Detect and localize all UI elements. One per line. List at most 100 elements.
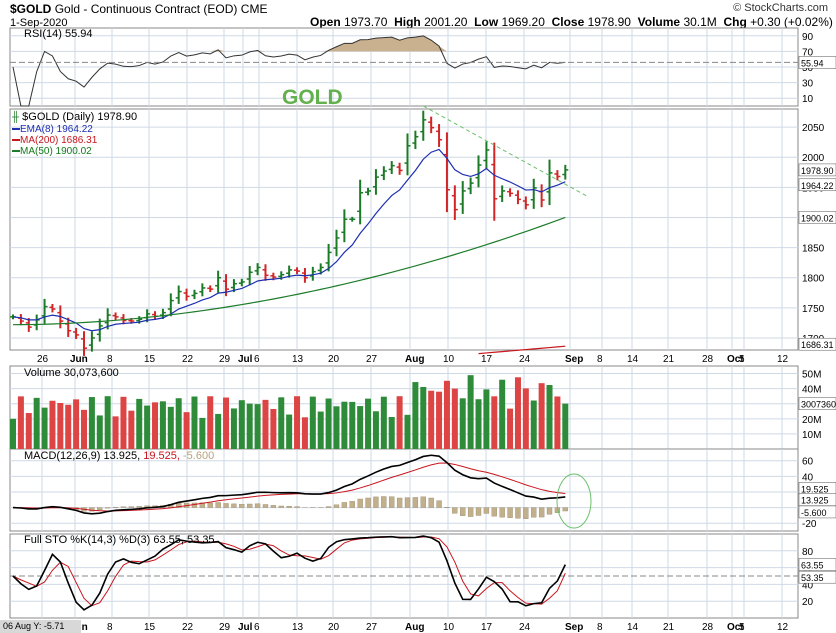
x-label: 20 xyxy=(328,622,340,633)
rsi-overbought-fill xyxy=(13,35,566,52)
volume-bar xyxy=(191,396,198,449)
volume-bar xyxy=(538,383,545,449)
price-legend: ╫ $GOLD (Daily) 1978.90 xyxy=(12,111,138,123)
volume-bar xyxy=(25,413,32,449)
x-label: 22 xyxy=(182,354,194,365)
volume-bar xyxy=(33,397,40,449)
volume-bar xyxy=(17,396,24,449)
x-label: 29 xyxy=(219,354,231,365)
x-label: 27 xyxy=(366,354,378,365)
macd-histogram-bar xyxy=(475,507,482,516)
macd-signal-line xyxy=(12,462,566,512)
macd-histogram-bar xyxy=(531,507,537,518)
x-label: 10 xyxy=(443,622,455,633)
volume-bar xyxy=(491,396,498,449)
chart-header: $GOLD Gold - Continuous Contract (EOD) C… xyxy=(10,2,267,16)
macd-histogram-bar xyxy=(467,507,474,517)
macd-histogram-bar xyxy=(341,502,348,508)
x-label: 8 xyxy=(597,622,603,633)
volume-bar xyxy=(420,386,427,449)
rsi-line xyxy=(12,35,566,107)
volume-bar xyxy=(317,411,324,449)
macd-histogram-bar xyxy=(538,507,545,518)
macd-histogram-bar xyxy=(97,507,103,511)
macd-histogram-bar xyxy=(128,506,135,508)
volume-bar xyxy=(10,418,16,449)
ma200-line xyxy=(478,345,566,355)
volume-bar xyxy=(507,408,514,449)
macd-histogram-bar xyxy=(389,496,395,508)
volume-bar xyxy=(57,402,64,449)
ma200-swatch xyxy=(12,139,20,142)
rsi-tag: 55.94 xyxy=(801,58,824,68)
volume-bar xyxy=(167,406,174,449)
volume-bar xyxy=(183,412,190,449)
macd-histogram-bar xyxy=(404,497,411,508)
macd-histogram-bar xyxy=(254,503,261,508)
macd-tick: 60 xyxy=(802,457,814,468)
x-label: 22 xyxy=(182,622,194,633)
x-label: 13 xyxy=(292,622,304,633)
trendline xyxy=(423,105,588,197)
volume-bar xyxy=(88,397,95,449)
x-label: Jun xyxy=(70,354,88,365)
volume-tag-bg xyxy=(798,397,836,410)
volume-bar xyxy=(499,379,506,449)
volume-bar xyxy=(238,400,245,449)
x-label: 15 xyxy=(144,354,156,365)
macd-histogram-bar xyxy=(436,500,442,508)
volume-bar xyxy=(396,396,403,449)
volume-bar xyxy=(341,401,348,449)
ma50-swatch xyxy=(12,150,20,153)
volume-bar xyxy=(230,408,237,449)
volume-bar xyxy=(65,404,72,449)
macd-histogram-bar xyxy=(120,506,127,508)
x-label: Jul xyxy=(238,354,253,365)
volume-bar xyxy=(262,399,269,449)
volume-bar xyxy=(286,414,293,449)
price-tick: 2050 xyxy=(802,123,825,134)
rsi-legend: RSI(14) 55.94 xyxy=(24,28,93,40)
volume-bar xyxy=(309,396,316,449)
macd-histogram-bar xyxy=(562,507,568,512)
sto-d-tag-bg xyxy=(798,570,836,584)
x-label: 24 xyxy=(519,354,531,365)
sto-d-tag: 53.35 xyxy=(801,573,824,583)
macd-histogram-bar xyxy=(499,507,505,518)
rsi-tick: 30 xyxy=(802,79,814,90)
x-label: 21 xyxy=(663,622,675,633)
x-label: Jul xyxy=(238,622,253,633)
macd-histogram-bar xyxy=(333,504,340,508)
macd-histogram-bar xyxy=(412,497,419,508)
ma50-legend: MA(50) 1900.02 xyxy=(12,146,92,157)
volume-tick: 50M xyxy=(802,370,821,381)
macd-histogram-bar xyxy=(223,503,229,508)
exchange: CME xyxy=(240,2,268,16)
macd-histogram-bar xyxy=(420,496,426,508)
volume-bar xyxy=(333,406,340,449)
sto-k-line xyxy=(12,535,567,611)
macd-histogram-bar xyxy=(373,496,379,508)
x-label: 27 xyxy=(366,622,378,633)
volume-bar xyxy=(451,388,458,449)
x-label: 14 xyxy=(627,354,639,365)
volume-bar xyxy=(41,407,48,449)
rsi-tick: 90 xyxy=(802,32,814,43)
volume-bar xyxy=(175,398,182,449)
instrument-name: Gold - Continuous Contract (EOD) xyxy=(54,2,238,16)
volume-tick: 40M xyxy=(802,385,821,396)
volume-bar xyxy=(388,416,395,449)
panel-price xyxy=(9,108,799,351)
x-label: 26 xyxy=(37,354,49,365)
macd-histogram-bar xyxy=(286,506,292,508)
x-label: 5 xyxy=(739,354,745,365)
sto-tick: 80 xyxy=(802,547,814,558)
price-tick: 1850 xyxy=(802,244,825,255)
ma200-legend: MA(200) 1686.31 xyxy=(12,135,97,146)
crosshair-status: 06 Aug Y: -5.71 xyxy=(0,620,81,633)
macd-histogram-bar xyxy=(546,507,553,515)
volume-bar xyxy=(412,382,419,449)
volume-bar xyxy=(136,398,143,449)
volume-bar xyxy=(81,409,88,449)
